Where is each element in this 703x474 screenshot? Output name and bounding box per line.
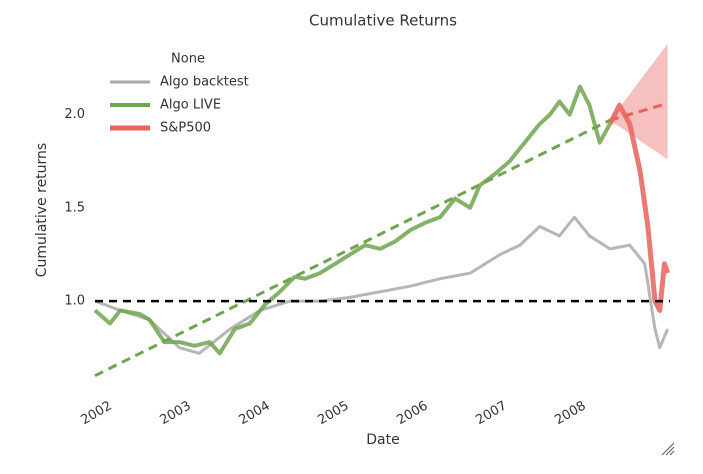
x-tick-label: 2006 xyxy=(394,399,430,429)
legend-title: None xyxy=(171,52,205,67)
y-tick-label: 1.5 xyxy=(64,200,85,215)
x-tick-label: 2002 xyxy=(78,399,114,429)
x-tick-label: 2005 xyxy=(315,399,351,429)
legend-label: Algo backtest xyxy=(160,75,249,90)
x-tick-label: 2007 xyxy=(473,399,509,429)
legend-label: Algo LIVE xyxy=(160,98,221,113)
x-axis-label: Date xyxy=(366,432,399,448)
series-line xyxy=(607,102,670,313)
trend-line xyxy=(609,101,669,122)
x-tick-label: 2003 xyxy=(157,399,193,429)
cone xyxy=(609,43,668,160)
y-axis-label: Cumulative returns xyxy=(34,143,50,277)
x-tick-label: 2008 xyxy=(552,399,588,429)
resize-grip xyxy=(661,442,675,456)
x-tick-label: 2004 xyxy=(236,399,272,429)
series-line xyxy=(94,215,670,355)
legend-label: S&P500 xyxy=(160,121,211,136)
y-tick-label: 1.0 xyxy=(64,294,85,309)
trend-line xyxy=(94,118,611,378)
series-line xyxy=(93,84,612,356)
y-tick-label: 2.0 xyxy=(64,107,85,122)
chart-title: Cumulative Returns xyxy=(309,12,457,30)
